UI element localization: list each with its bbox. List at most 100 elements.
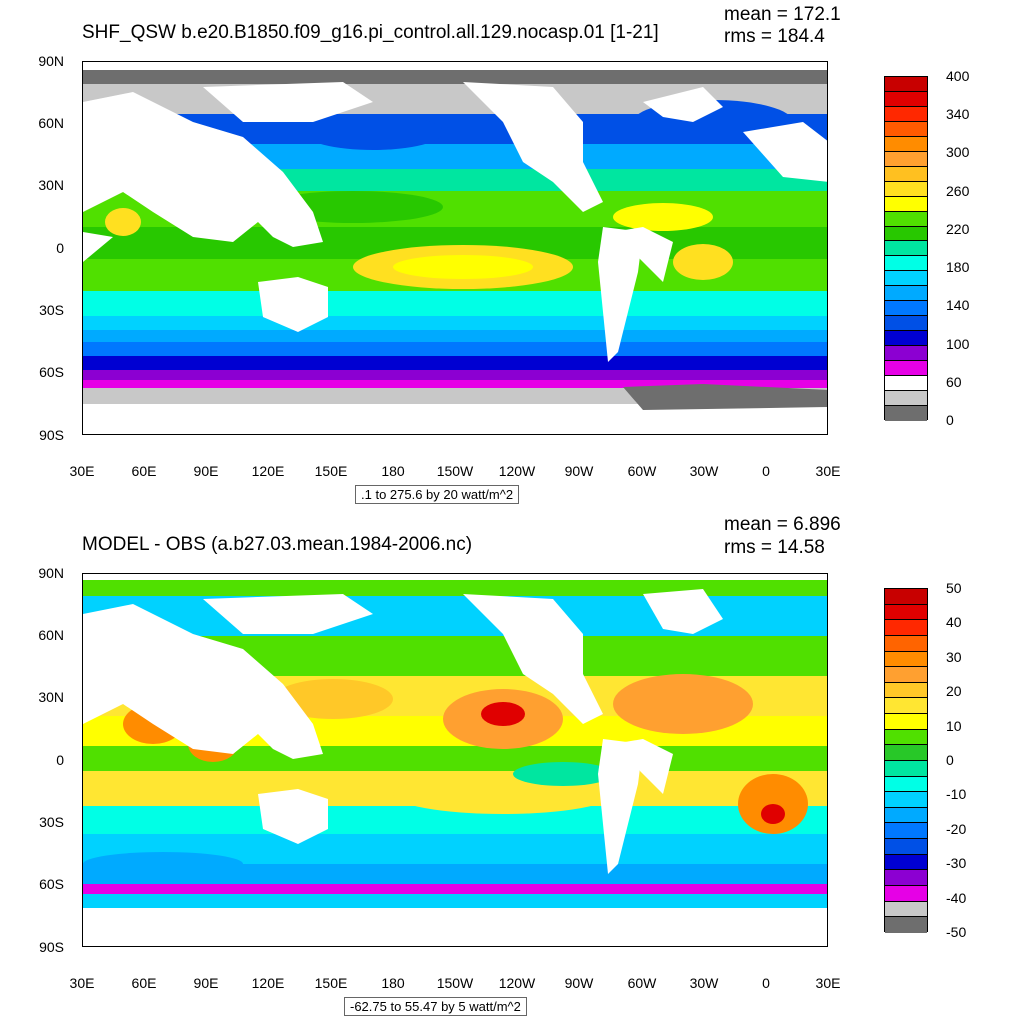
- colorbar-tick-label: 180: [946, 259, 970, 276]
- colorbar-tick-label: 0: [946, 412, 954, 428]
- colorbar-tick-label: 140: [946, 297, 970, 314]
- colorbar-swatch: [885, 301, 927, 317]
- colorbar-swatch: [885, 620, 927, 636]
- colorbar-swatch: [885, 854, 927, 871]
- bottom-lon-label: 180: [381, 975, 405, 991]
- colorbar-swatch: [885, 106, 927, 122]
- colorbar-swatch: [885, 870, 927, 886]
- bottom-lon-label: 30W: [689, 975, 719, 991]
- bottom-lon-label: 0: [762, 975, 770, 991]
- colorbar-swatch: [885, 405, 927, 421]
- colorbar-tick-label: 300: [946, 144, 970, 161]
- colorbar-swatch: [885, 589, 927, 605]
- colorbar-swatch: [885, 667, 927, 683]
- colorbar-swatch: [885, 121, 927, 137]
- bottom-lon-label: 90E: [193, 975, 219, 991]
- colorbar-tick-label: 20: [946, 683, 962, 700]
- colorbar-swatch: [885, 698, 927, 714]
- colorbar-swatch: [885, 271, 927, 287]
- colorbar-tick-label: 340: [946, 106, 970, 123]
- colorbar-swatch: [885, 823, 927, 839]
- top-lon-label: 30W: [689, 463, 719, 479]
- colorbar-swatch: [885, 226, 927, 242]
- bottom-lon-label: 30E: [69, 975, 95, 991]
- colorbar-tick-label: 260: [946, 182, 970, 199]
- bottom-colorbar: [884, 588, 928, 933]
- bottom-contour-range-label: -62.75 to 55.47 by 5 watt/m^2: [344, 997, 527, 1016]
- bottom-rms-value: rms = 14.58: [724, 537, 825, 558]
- colorbar-swatch: [885, 331, 927, 347]
- top-rms-value: rms = 184.4: [724, 26, 825, 47]
- colorbar-tick-label: -30: [946, 855, 967, 872]
- colorbar-tick-label: 50: [946, 580, 962, 596]
- bottom-difference-map: [83, 574, 827, 946]
- colorbar-swatch: [885, 604, 927, 621]
- colorbar-swatch: [885, 745, 927, 761]
- bottom-lat-label-60n: 60N: [38, 627, 64, 643]
- top-lon-label: 60E: [131, 463, 157, 479]
- colorbar-swatch: [885, 286, 927, 302]
- bottom-lon-label: 120E: [251, 975, 285, 991]
- bottom-lon-label: 60E: [131, 975, 157, 991]
- colorbar-swatch: [885, 729, 927, 746]
- colorbar-tick-label: 100: [946, 335, 970, 352]
- top-lat-label-30s: 30S: [39, 302, 64, 318]
- colorbar-swatch: [885, 316, 927, 332]
- top-lon-label: 90E: [193, 463, 219, 479]
- colorbar-swatch: [885, 166, 927, 182]
- bottom-map-plot: [82, 573, 828, 947]
- colorbar-swatch: [885, 151, 927, 167]
- colorbar-tick-label: 60: [946, 373, 962, 390]
- top-lon-label: 30E: [815, 463, 841, 479]
- colorbar-swatch: [885, 346, 927, 362]
- top-lat-label-60s: 60S: [39, 364, 64, 380]
- top-lon-label: 150E: [314, 463, 348, 479]
- colorbar-tick-label: -40: [946, 889, 967, 906]
- colorbar-swatch: [885, 917, 927, 933]
- colorbar-swatch: [885, 901, 927, 918]
- top-lon-label: 120E: [251, 463, 285, 479]
- colorbar-tick-label: 220: [946, 220, 970, 237]
- colorbar-tick-label: 40: [946, 614, 962, 631]
- top-lon-label: 0: [762, 463, 770, 479]
- bottom-lat-label-0: 0: [56, 752, 64, 768]
- top-lon-label: 150W: [436, 463, 474, 479]
- top-lon-label: 120W: [498, 463, 536, 479]
- top-lon-label: 180: [381, 463, 405, 479]
- top-lon-label: 90W: [564, 463, 594, 479]
- top-lat-label-0: 0: [56, 240, 64, 256]
- colorbar-swatch: [885, 77, 927, 92]
- colorbar-swatch: [885, 211, 927, 227]
- bottom-lat-label-60s: 60S: [39, 876, 64, 892]
- colorbar-swatch: [885, 376, 927, 392]
- bottom-lon-label: 30E: [815, 975, 841, 991]
- bottom-lon-label: 60W: [627, 975, 657, 991]
- top-contour-range-label: .1 to 275.6 by 20 watt/m^2: [355, 485, 520, 504]
- top-map-panel: SHF_QSW b.e20.B1850.f09_g16.pi_control.a…: [38, 4, 970, 504]
- top-map-plot: [82, 61, 828, 435]
- bottom-lat-label-30n: 30N: [38, 689, 64, 705]
- colorbar-swatch: [885, 181, 927, 197]
- bottom-map-panel: MODEL - OBS (a.b27.03.mean.1984-2006.nc)…: [0, 512, 1024, 1024]
- bottom-mean-value: mean = 6.896: [724, 514, 841, 535]
- colorbar-tick-label: -20: [946, 820, 967, 837]
- colorbar-swatch: [885, 807, 927, 824]
- colorbar-swatch: [885, 91, 927, 107]
- top-colorbar: [884, 76, 928, 421]
- colorbar-tick-label: 30: [946, 648, 962, 665]
- colorbar-swatch: [885, 651, 927, 668]
- bottom-lon-label: 150E: [314, 975, 348, 991]
- colorbar-swatch: [885, 885, 927, 902]
- top-lat-label-90s: 90S: [39, 427, 64, 443]
- colorbar-swatch: [885, 391, 927, 406]
- colorbar-swatch: [885, 136, 927, 152]
- bottom-map-title: MODEL - OBS (a.b27.03.mean.1984-2006.nc): [82, 534, 473, 555]
- bottom-lat-label-90n: 90N: [38, 565, 64, 581]
- bottom-lon-label: 120W: [498, 975, 536, 991]
- colorbar-swatch: [885, 839, 927, 855]
- colorbar-tick-label: -10: [946, 786, 967, 803]
- colorbar-swatch: [885, 792, 927, 808]
- top-lat-label-30n: 30N: [38, 177, 64, 193]
- top-field-map: [83, 62, 827, 434]
- bottom-lon-label: 90W: [564, 975, 594, 991]
